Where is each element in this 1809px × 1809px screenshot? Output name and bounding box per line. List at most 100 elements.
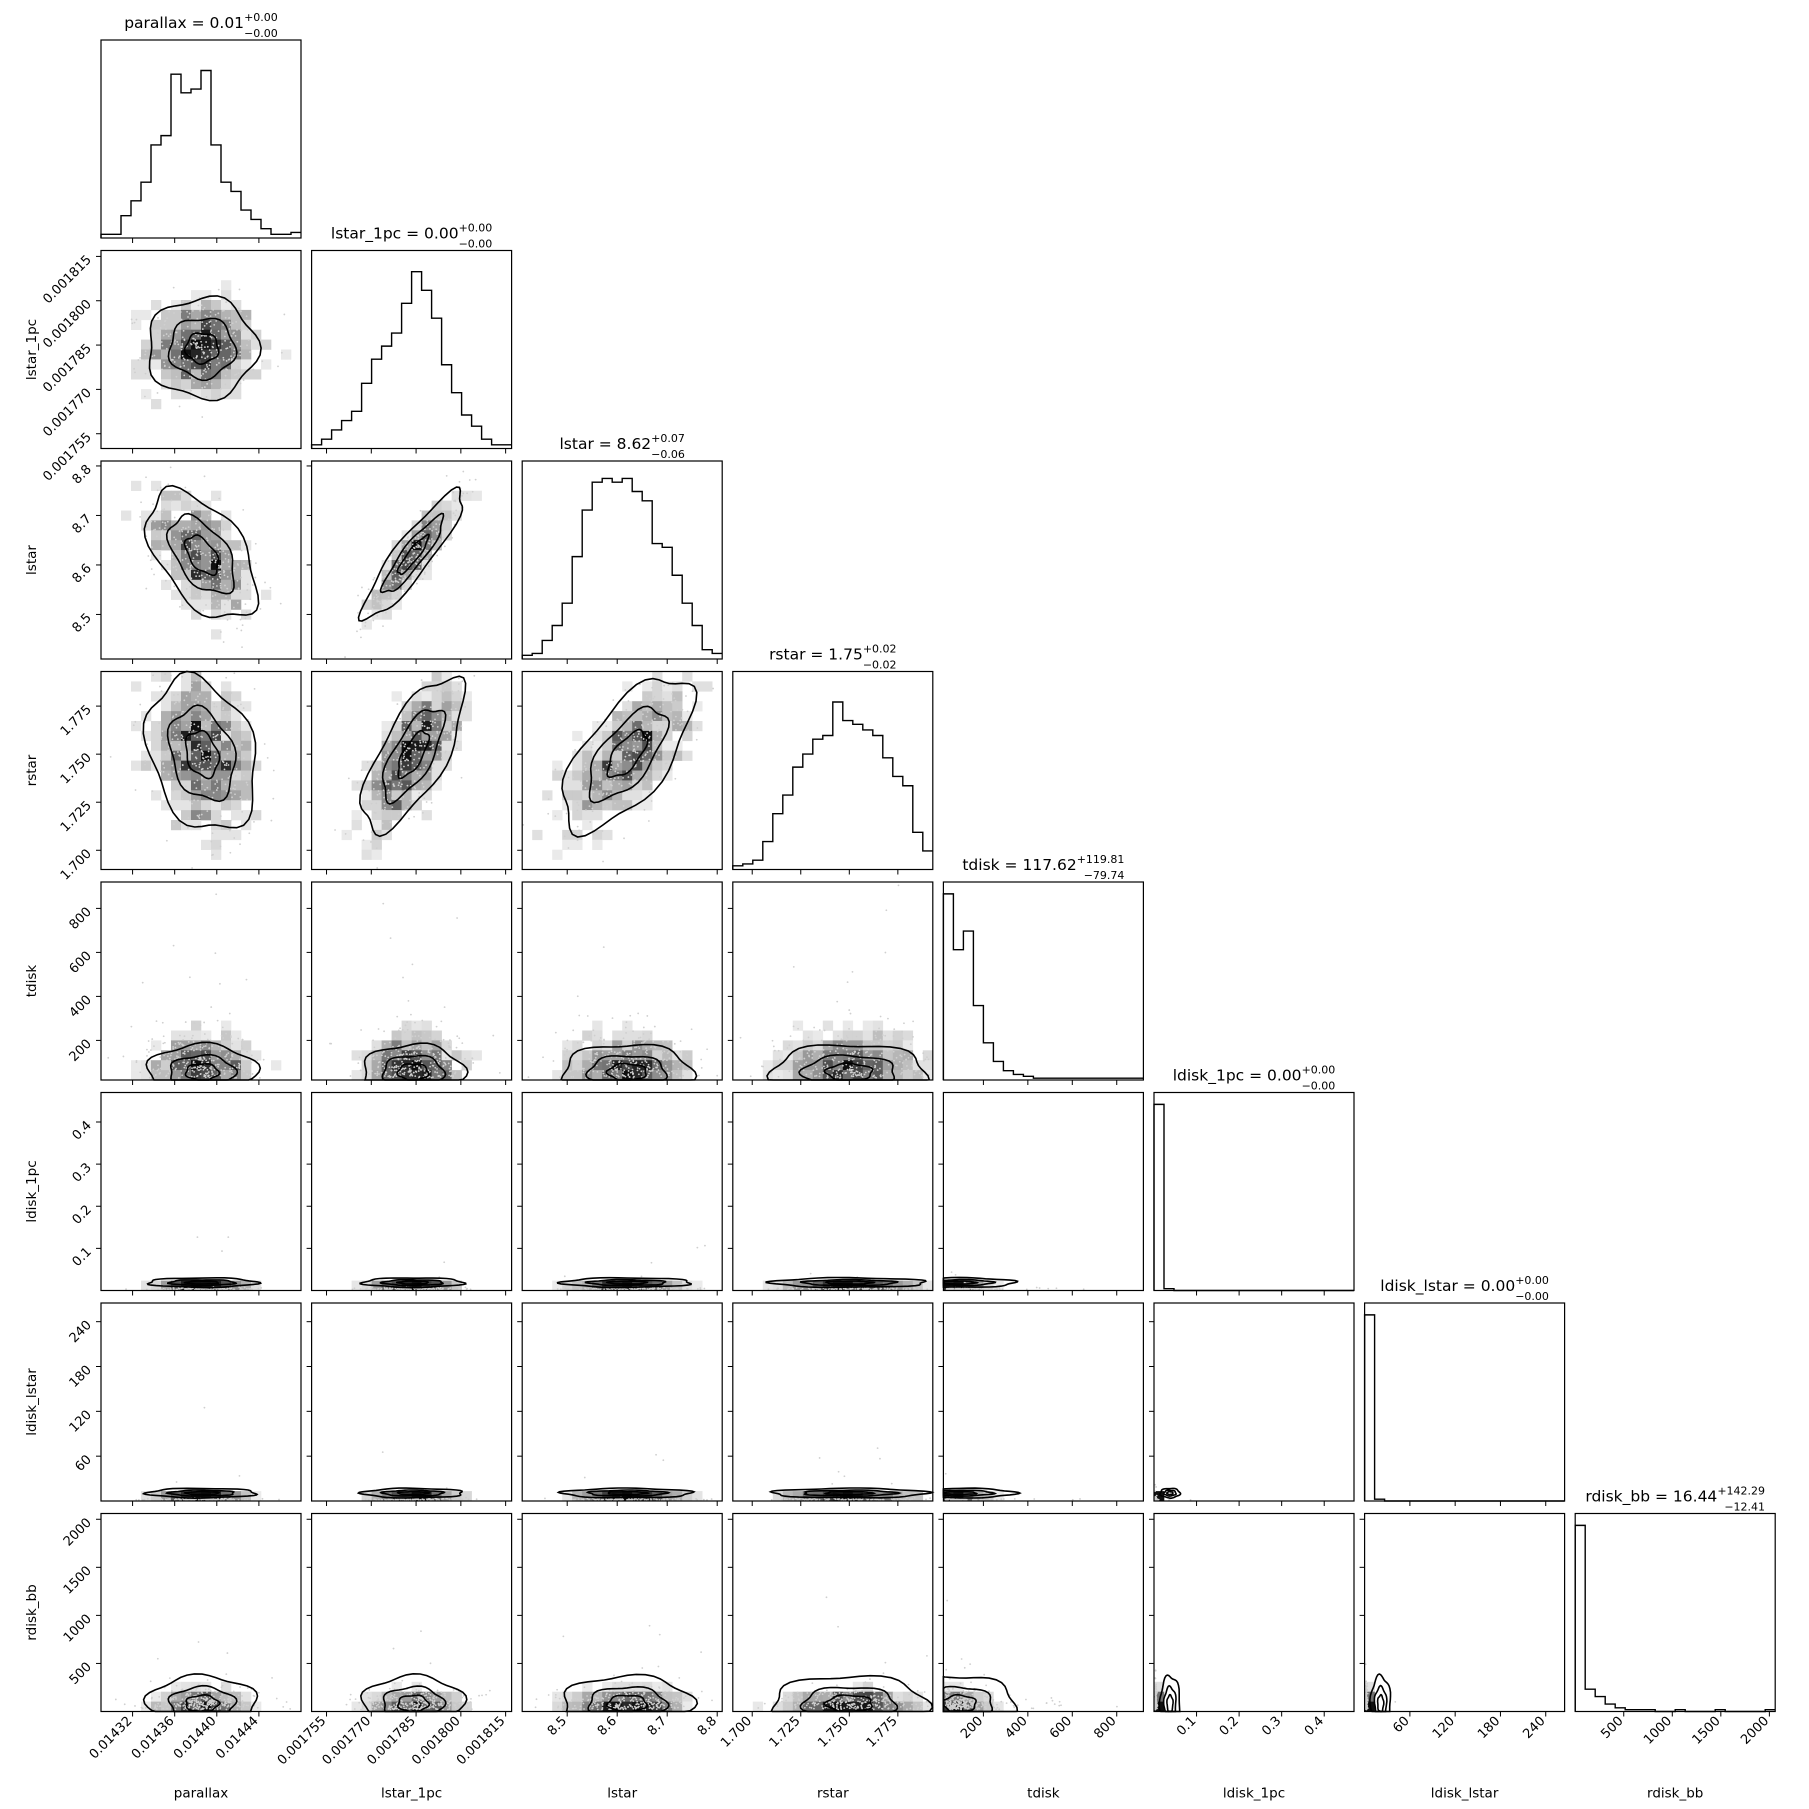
sample-point: [187, 526, 190, 528]
density-cell: [181, 369, 192, 380]
sample-point: [404, 1031, 406, 1034]
sample-point: [209, 554, 212, 557]
sample-point: [251, 584, 254, 586]
sample-point: [627, 741, 629, 744]
density-cell: [562, 780, 573, 791]
sample-point: [418, 1288, 421, 1291]
sample-point: [607, 1054, 609, 1056]
density-cell: [161, 721, 172, 732]
sample-point: [626, 770, 628, 773]
density-cell: [231, 721, 242, 732]
sample-point: [846, 981, 849, 984]
sample-point: [199, 527, 202, 530]
sample-point: [198, 1057, 201, 1060]
sample-point: [818, 1075, 821, 1078]
sample-point: [628, 1059, 631, 1062]
sample-point: [202, 372, 204, 375]
sample-point: [651, 1288, 654, 1291]
sample-point: [203, 306, 206, 309]
sample-point: [455, 747, 458, 750]
sample-point: [173, 702, 176, 705]
density-cell: [662, 750, 673, 761]
sample-point: [436, 554, 439, 557]
sample-point: [606, 805, 608, 808]
contour-line: [605, 1062, 647, 1081]
sample-point: [696, 1246, 699, 1249]
sample-point: [189, 799, 191, 802]
sample-point: [174, 1058, 176, 1061]
density-cell: [662, 701, 673, 712]
density-cell: [201, 780, 212, 791]
sample-point: [184, 1498, 187, 1501]
sample-point: [851, 1058, 854, 1061]
density-cell: [231, 319, 242, 330]
sample-point: [216, 1019, 219, 1022]
density-cell: [211, 389, 222, 400]
sample-point: [398, 781, 401, 784]
density-cell: [201, 569, 212, 581]
sample-point: [193, 1066, 196, 1069]
sample-point: [416, 553, 419, 556]
sample-point: [592, 1061, 595, 1064]
density-cell: [762, 1060, 774, 1071]
sample-point: [419, 557, 422, 560]
density-cell: [241, 349, 252, 360]
sample-point: [606, 1063, 608, 1066]
sample-point: [191, 867, 194, 869]
sample-point: [159, 770, 162, 773]
density-cell: [171, 550, 182, 561]
density-cell: [181, 599, 192, 610]
density-cell: [451, 1050, 462, 1061]
sample-point: [622, 714, 625, 717]
sample-point: [589, 1060, 592, 1063]
density-cell: [602, 721, 613, 732]
sample-point: [199, 1068, 202, 1071]
density-cell: [421, 1060, 432, 1071]
sample-point: [248, 1288, 251, 1291]
sample-point: [196, 1066, 199, 1068]
sample-point: [187, 368, 190, 371]
sample-point: [777, 1075, 780, 1078]
sample-point: [360, 636, 362, 639]
sample-point: [224, 1066, 227, 1069]
sample-point: [191, 752, 194, 755]
density-cell: [441, 500, 452, 511]
sample-point: [180, 348, 183, 351]
density-cell: [431, 760, 442, 771]
sample-point: [229, 1070, 231, 1073]
sample-point: [404, 743, 407, 746]
sample-point: [620, 1056, 623, 1059]
density-cell: [131, 480, 142, 491]
sample-point: [161, 730, 164, 733]
density-cell: [431, 1070, 442, 1081]
sample-point: [404, 721, 407, 724]
sample-point: [585, 1288, 588, 1291]
density-cell: [221, 540, 232, 551]
density-cell: [652, 711, 663, 722]
sample-point: [795, 1287, 798, 1289]
sample-point: [165, 1075, 167, 1078]
density-cell: [672, 1060, 683, 1071]
sample-point: [835, 1071, 838, 1074]
sample-point: [807, 1036, 810, 1039]
sample-point: [219, 1074, 222, 1077]
sample-point: [233, 1076, 236, 1079]
density-cell: [191, 290, 202, 301]
sample-point: [418, 1059, 421, 1062]
sample-point: [173, 361, 176, 363]
sample-point: [206, 786, 209, 789]
density-cell: [231, 1030, 242, 1041]
density-cell: [251, 810, 262, 821]
sample-point: [157, 1288, 159, 1290]
density-cell: [592, 750, 603, 761]
sample-point: [661, 1051, 664, 1054]
sample-point: [153, 1075, 155, 1078]
sample-point: [625, 708, 628, 711]
sample-point: [436, 1071, 439, 1074]
sample-point: [411, 762, 414, 764]
sample-point: [195, 520, 198, 523]
sample-point: [156, 510, 159, 513]
sample-point: [170, 674, 172, 677]
panel-frame: [311, 881, 513, 1081]
density-cell: [221, 1280, 232, 1291]
